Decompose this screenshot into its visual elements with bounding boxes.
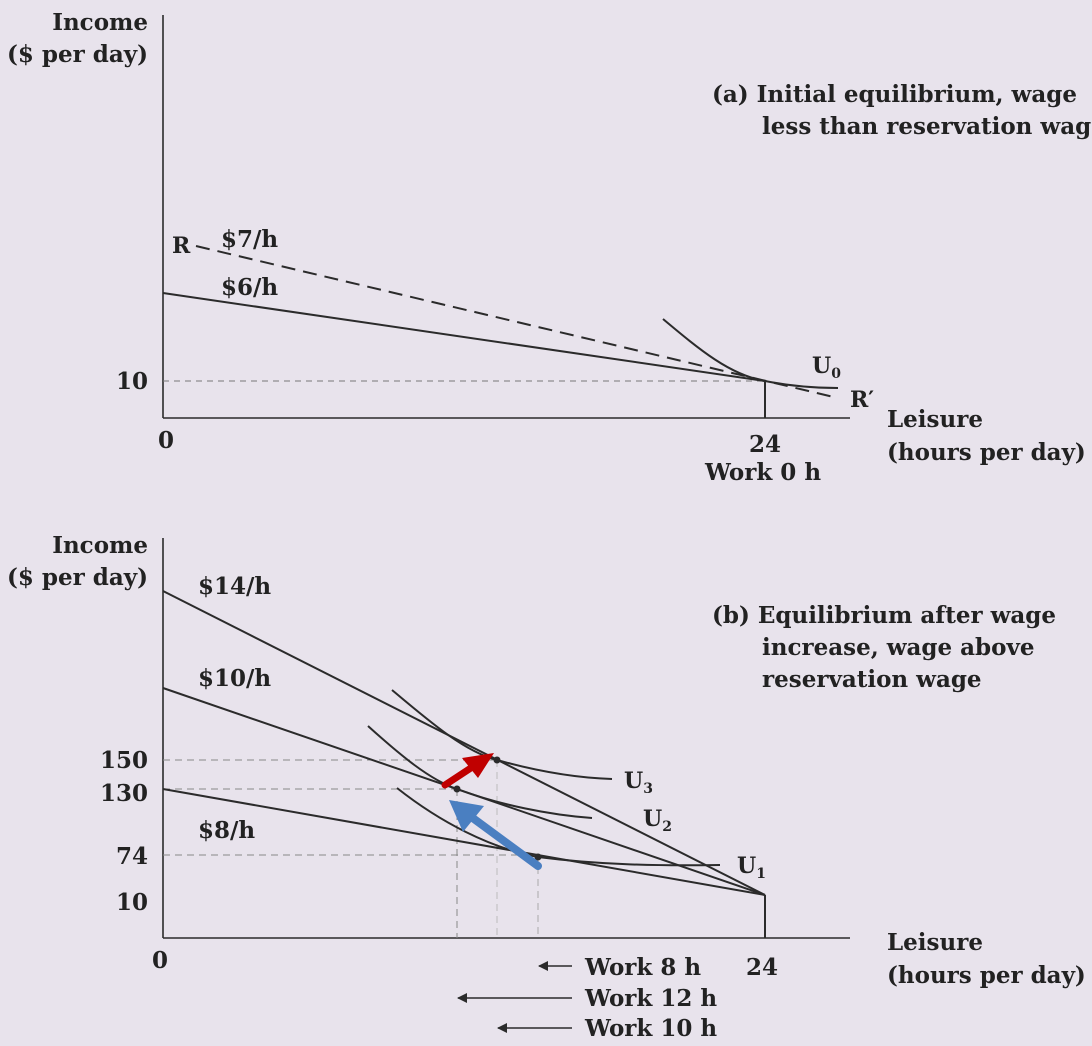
panel-b-origin: 0 — [152, 947, 168, 974]
panel-a-tick-10: 10 — [116, 368, 148, 395]
panel-a-work-label: Work 0 h — [704, 459, 821, 486]
panel-b-x-label-1: Leisure — [887, 929, 983, 956]
panel-b-wage-10-label: $10/h — [198, 665, 271, 692]
panel-b-tick-74: 74 — [116, 843, 148, 870]
panel-a-y-label-1: Income — [52, 9, 148, 36]
panel-b-point-u3 — [493, 756, 501, 764]
panel-a-origin: 0 — [158, 427, 174, 454]
panel-b-u1-label: U1 — [737, 853, 766, 882]
panel-a-u0-label: U0 — [812, 353, 841, 382]
panel-a-wage-6-label: $6/h — [221, 274, 278, 301]
panel-b-x-label-2: (hours per day) — [887, 962, 1086, 989]
panel-b-point-u2 — [453, 785, 461, 793]
panel-a-budget-6 — [162, 292, 766, 382]
blue-arrow — [449, 800, 542, 870]
panel-b-tick-24: 24 — [746, 954, 778, 981]
panel-b-budget-8 — [162, 788, 766, 896]
panel-b-u3-label: U3 — [624, 768, 653, 797]
panel-a-r-label: R — [172, 233, 191, 259]
panel-b-budget-14 — [162, 590, 766, 896]
panel-b-work-8-label: Work 8 h — [584, 954, 701, 981]
panel-b-caption-1: (b) Equilibrium after wage — [712, 602, 1056, 629]
panel-a-r-prime-label: R′ — [850, 387, 874, 413]
panel-b-y-label-2: ($ per day) — [7, 564, 148, 591]
panel-b-caption-3: reservation wage — [762, 666, 982, 693]
panel-b-wage-8-label: $8/h — [198, 817, 255, 844]
panel-b-indifference-u3 — [391, 689, 613, 780]
panel-a-reservation-line — [195, 245, 839, 399]
panel-b-tick-130: 130 — [100, 780, 148, 807]
panel-b: Income ($ per day) $14/h $10/h $8/h (b) … — [7, 532, 1086, 1042]
panel-b-y-label-1: Income — [52, 532, 148, 559]
panel-a-indifference-u0 — [662, 318, 839, 389]
panel-b-tick-10: 10 — [116, 889, 148, 916]
panel-a-wage-7-label: $7/h — [221, 226, 278, 253]
panel-a-x-label-2: (hours per day) — [887, 439, 1086, 466]
panel-a-tick-24: 24 — [749, 431, 781, 458]
panel-b-tick-150: 150 — [100, 747, 148, 774]
panel-b-point-u1 — [534, 853, 542, 861]
panel-b-work-12-label: Work 12 h — [584, 985, 717, 1012]
panel-a: Income ($ per day) (a) Initial equilibri… — [7, 9, 1092, 486]
panel-a-x-label-1: Leisure — [887, 406, 983, 433]
panel-a-caption-2: less than reservation wage — [762, 113, 1092, 140]
panel-a-caption-1: (a) Initial equilibrium, wage — [712, 81, 1077, 108]
panel-b-work-10-label: Work 10 h — [584, 1015, 717, 1041]
panel-b-caption-2: increase, wage above — [762, 634, 1034, 661]
red-arrow — [441, 753, 494, 789]
panel-b-wage-14-label: $14/h — [198, 573, 271, 600]
panel-b-u2-label: U2 — [643, 806, 672, 835]
panel-a-y-label-2: ($ per day) — [7, 41, 148, 68]
